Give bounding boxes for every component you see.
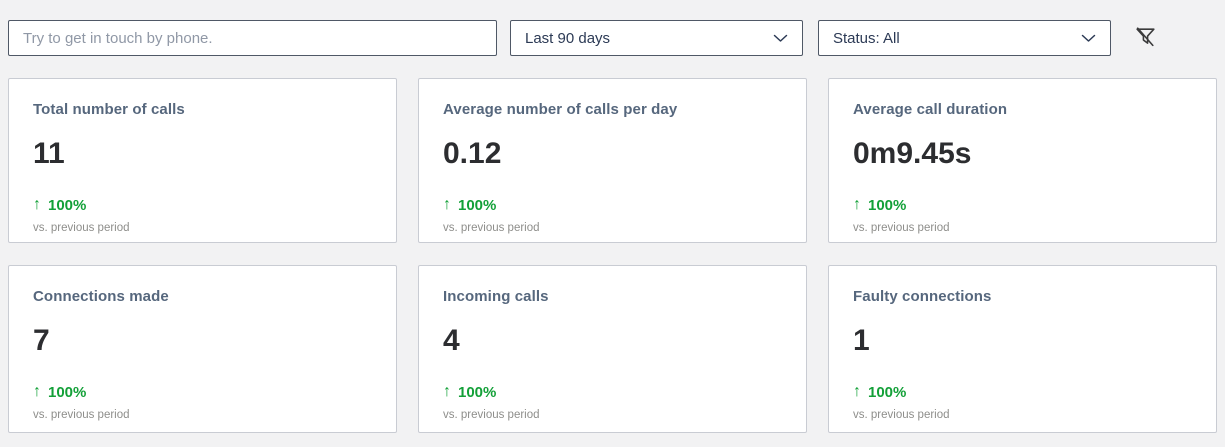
trend-up-icon: ↑ (443, 196, 451, 213)
stat-card-incoming-calls: Incoming calls 4 ↑ 100% vs. previous per… (418, 265, 807, 433)
stat-card-change: ↑ 100% (853, 196, 1192, 214)
stat-card-change-value: 100% (868, 383, 907, 401)
stat-card-change: ↑ 100% (33, 196, 372, 214)
chevron-down-icon (773, 34, 788, 43)
stat-card-title: Average call duration (853, 101, 1008, 118)
stat-card-change-value: 100% (48, 383, 87, 401)
trend-up-icon: ↑ (853, 383, 861, 400)
stat-card-connections-made: Connections made 7 ↑ 100% vs. previous p… (8, 265, 397, 433)
filter-off-icon (1133, 24, 1158, 52)
stat-card-avg-call-duration: Average call duration 0m9.45s ↑ 100% vs.… (828, 78, 1217, 243)
trend-up-icon: ↑ (443, 383, 451, 400)
stat-card-change-value: 100% (48, 196, 87, 214)
date-range-value: Last 90 days (525, 29, 611, 47)
trend-up-icon: ↑ (33, 196, 41, 213)
stat-card-value: 1 (853, 324, 870, 357)
trend-up-icon: ↑ (33, 383, 41, 400)
stat-card-change: ↑ 100% (853, 383, 1192, 401)
stat-card-title: Faulty connections (853, 288, 992, 305)
dashboard: Last 90 days Status: All (8, 20, 1217, 433)
stat-card-note: vs. previous period (443, 409, 540, 421)
filter-toolbar: Last 90 days Status: All (8, 20, 1217, 56)
stat-card-change-value: 100% (868, 196, 907, 214)
stat-card-faulty-connections: Faulty connections 1 ↑ 100% vs. previous… (828, 265, 1217, 433)
stat-card-avg-calls-per-day: Average number of calls per day 0.12 ↑ 1… (418, 78, 807, 243)
stat-card-value: 4 (443, 324, 460, 357)
stat-card-title: Incoming calls (443, 288, 549, 305)
stat-card-change-value: 100% (458, 383, 497, 401)
stat-card-title: Total number of calls (33, 101, 185, 118)
stat-card-change-value: 100% (458, 196, 497, 214)
status-value: Status: All (833, 29, 900, 47)
stat-card-value: 0.12 (443, 137, 502, 170)
stat-card-note: vs. previous period (853, 222, 950, 234)
stat-card-change: ↑ 100% (33, 383, 372, 401)
status-select[interactable]: Status: All (818, 20, 1111, 56)
stat-card-title: Connections made (33, 288, 169, 305)
chevron-down-icon (1081, 34, 1096, 43)
stat-card-note: vs. previous period (33, 409, 130, 421)
date-range-select[interactable]: Last 90 days (510, 20, 803, 56)
stat-card-note: vs. previous period (33, 222, 130, 234)
stat-card-note: vs. previous period (443, 222, 540, 234)
search-input[interactable] (8, 20, 497, 56)
trend-up-icon: ↑ (853, 196, 861, 213)
stat-cards-grid: Total number of calls 11 ↑ 100% vs. prev… (8, 78, 1217, 433)
stat-card-value: 7 (33, 324, 50, 357)
stat-card-note: vs. previous period (853, 409, 950, 421)
stat-card-change: ↑ 100% (443, 196, 782, 214)
stat-card-title: Average number of calls per day (443, 101, 678, 118)
stat-card-value: 11 (33, 137, 65, 170)
stat-card-value: 0m9.45s (853, 137, 972, 170)
stat-card-total-calls: Total number of calls 11 ↑ 100% vs. prev… (8, 78, 397, 243)
clear-filters-button[interactable] (1130, 23, 1160, 53)
stat-card-change: ↑ 100% (443, 383, 782, 401)
